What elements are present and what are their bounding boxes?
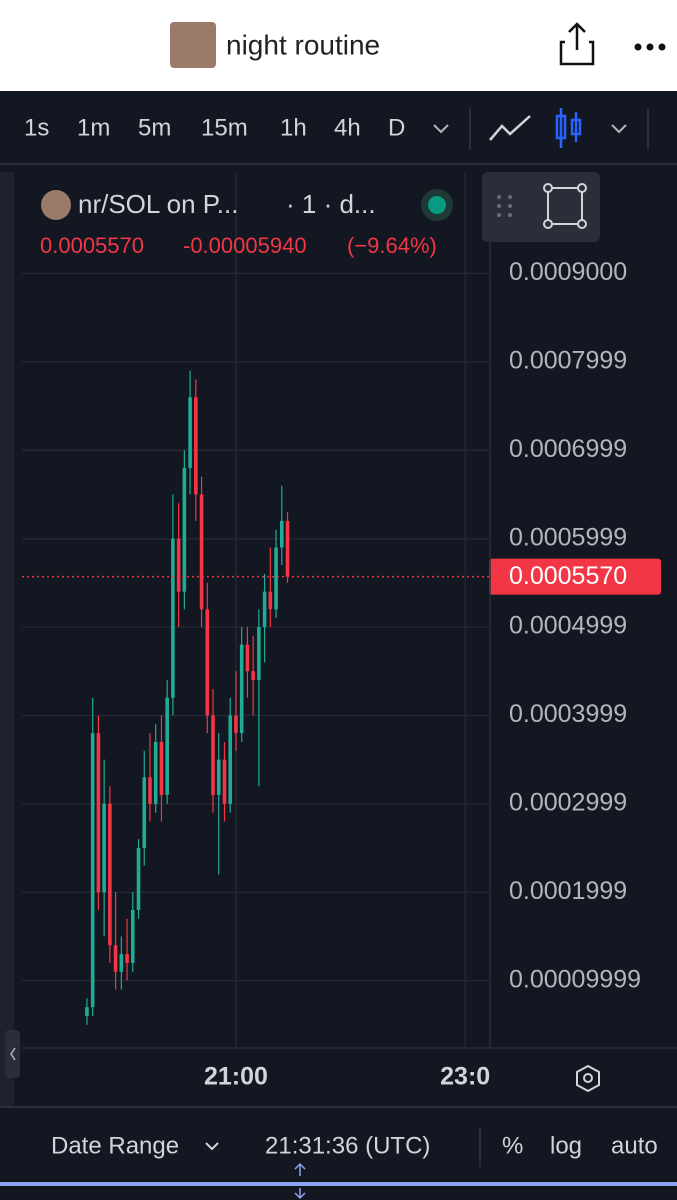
candle-body [279,520,284,548]
line-chart-button[interactable] [489,115,531,141]
more-button[interactable] [634,43,666,51]
y-tick-label: 0.00009999 [509,965,641,993]
side-toggle-icon [10,1047,16,1061]
symbol-name: nr/SOL on P... [78,189,238,219]
candle-body [136,848,141,910]
interval-button[interactable]: D [388,114,405,141]
candle-body [142,777,147,849]
candle-body [159,741,164,795]
candle-body [262,591,267,628]
status-dot [428,196,446,214]
candle-body [194,397,198,495]
y-tick-label: 0.0004999 [509,612,627,640]
candle-body [245,644,250,672]
percent-toggle[interactable]: % [502,1132,523,1159]
interval-button[interactable]: 1m [77,114,110,141]
candle-body [85,1007,89,1016]
candle-body [268,591,273,610]
candle-body [188,397,192,468]
auto-toggle[interactable]: auto [611,1132,658,1159]
y-tick-label: 0.0009000 [509,258,627,286]
symbol-avatar [41,190,71,220]
fullscreen-button[interactable] [543,183,587,229]
change-percent: (−9.64%) [347,233,437,258]
candle-body [130,909,135,963]
drag-handle[interactable] [497,195,512,217]
chart-type-menu[interactable] [611,124,627,134]
chart: 0.00009999 0.0001999 0.0002999 0.0003999 0.0… [22,172,661,1091]
interval-button[interactable]: 5m [138,114,171,141]
settings-button[interactable] [576,1064,600,1093]
interval-button[interactable]: 1h [280,114,307,141]
interval-menu[interactable] [433,124,449,134]
interval-button[interactable]: 4h [334,114,361,141]
candle-body [119,954,124,972]
y-tick-label: 0.0006999 [509,435,627,463]
y-tick-label: 0.0007999 [509,347,627,375]
candle-body [199,494,204,610]
resize-bar[interactable] [0,1182,677,1186]
header-bar [0,0,677,91]
y-tick-label: 0.0005999 [509,523,627,551]
y-tick-label: 0.0002999 [509,789,627,817]
page-title: night routine [226,29,380,60]
x-tick-label: 23:0 [440,1063,490,1091]
candle-body [222,759,227,804]
symbol-interval: · 1 · d... [286,189,376,219]
date-range-chevron [205,1142,219,1151]
candle-body [285,520,290,577]
candle-body [165,697,169,795]
settings-icon [583,1073,593,1083]
candle-body [257,627,261,681]
candle-body [90,733,95,1008]
candle-body [239,644,244,734]
share-button[interactable] [559,22,595,66]
interval-button[interactable]: 15m [201,114,248,141]
candle-body [211,715,215,795]
legend: nr/SOL on P... · 1 · d... 0.0005570 -0.0… [40,189,453,258]
candle-body [176,538,181,592]
candle-body [113,945,118,972]
candle-body [171,538,175,698]
candle-body [228,715,233,804]
interval-button[interactable]: 1s [24,114,49,141]
candle-body [234,715,238,734]
candle-body [251,671,255,681]
candle-body [274,547,278,610]
candle-body [216,759,221,795]
candle-body [96,733,101,893]
last-price-tag [489,558,661,595]
candle-body [102,803,106,893]
clock[interactable]: 21:31:36 (UTC) [265,1132,430,1159]
log-toggle[interactable]: log [550,1132,582,1159]
candle-body [125,954,129,963]
last-value: 0.0005570 [40,233,144,258]
resize-arrows [294,1162,306,1200]
candle-body [182,467,187,592]
side-strip [0,172,14,1107]
y-tick-label: 0.0001999 [509,877,627,905]
candle-body [153,741,158,804]
change-value: -0.00005940 [183,233,307,258]
avatar [170,22,216,68]
date-range-button[interactable]: Date Range [51,1132,179,1159]
candle-chart-button[interactable] [555,108,582,148]
y-tick-label: 0.0003999 [509,700,627,728]
candle-body [148,777,152,804]
x-tick-label: 21:00 [204,1063,268,1091]
side-toggle[interactable] [5,1030,20,1078]
candle-body [205,609,210,716]
candle-body [108,803,112,946]
last-price-label: 0.0005570 [509,562,627,590]
